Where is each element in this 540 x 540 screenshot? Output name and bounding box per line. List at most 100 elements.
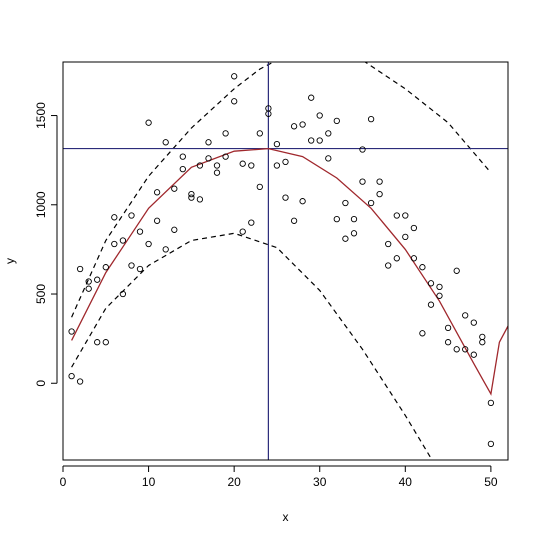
- data-point: [119, 237, 127, 244]
- data-point: [68, 372, 75, 380]
- data-point: [273, 140, 281, 148]
- data-point: [171, 226, 178, 233]
- data-point: [290, 123, 298, 130]
- data-point: [239, 160, 246, 167]
- data-point: [153, 189, 161, 196]
- data-point: [231, 98, 238, 105]
- data-point: [350, 230, 358, 237]
- data-point: [94, 339, 101, 346]
- data-point: [102, 264, 109, 271]
- fitted-curve: [71, 147, 508, 396]
- x-tick-label: 10: [142, 475, 156, 489]
- data-point: [308, 137, 315, 144]
- data-point: [462, 346, 469, 353]
- y-axis-label: y: [3, 258, 17, 264]
- data-point: [153, 217, 161, 224]
- data-point: [256, 183, 263, 191]
- data-point: [333, 215, 340, 223]
- data-point: [402, 212, 409, 219]
- data-point: [342, 199, 349, 207]
- data-point: [136, 265, 144, 273]
- data-point: [119, 290, 127, 298]
- data-point: [402, 233, 409, 241]
- data-point: [68, 328, 75, 335]
- data-point: [162, 246, 169, 253]
- data-point: [179, 165, 186, 173]
- data-point: [479, 339, 486, 346]
- data-point: [325, 155, 332, 162]
- y-tick-label: 0: [34, 380, 48, 387]
- data-point: [76, 265, 84, 273]
- data-point: [145, 240, 152, 248]
- data-point: [205, 155, 212, 162]
- data-point: [196, 162, 204, 169]
- data-point: [410, 255, 418, 262]
- y-tick-label: 1500: [34, 102, 48, 129]
- data-point: [308, 94, 315, 101]
- data-point: [128, 212, 135, 219]
- data-point: [162, 139, 169, 146]
- data-point: [248, 162, 255, 169]
- data-point: [385, 240, 392, 248]
- data-point: [171, 185, 178, 192]
- data-point: [376, 178, 383, 185]
- upper-bound-line: [71, 62, 492, 318]
- data-point: [231, 73, 238, 80]
- lower-bound-line: [71, 232, 432, 459]
- data-point: [299, 198, 306, 205]
- x-tick-label: 50: [484, 475, 498, 489]
- data-point: [239, 228, 246, 235]
- data-point: [350, 215, 358, 223]
- data-point: [136, 228, 144, 235]
- data-point: [453, 346, 460, 353]
- data-point: [256, 130, 263, 137]
- data-point: [85, 285, 92, 292]
- plot-frame: [62, 61, 509, 461]
- data-point: [385, 262, 392, 269]
- data-point: [470, 319, 477, 326]
- data-point: [290, 217, 298, 224]
- data-point: [444, 339, 452, 346]
- data-point: [342, 235, 349, 242]
- x-tick-label: 40: [399, 475, 413, 489]
- data-point: [196, 196, 204, 203]
- data-point: [367, 115, 375, 123]
- data-point: [487, 399, 495, 407]
- data-point: [436, 292, 443, 299]
- data-point: [479, 333, 486, 341]
- data-point: [299, 121, 306, 128]
- data-point: [282, 158, 289, 166]
- data-point: [333, 117, 340, 125]
- y-tick-label: 1000: [34, 191, 48, 218]
- data-point: [316, 112, 323, 119]
- data-point: [128, 262, 135, 269]
- data-point: [76, 378, 84, 385]
- x-tick-label: 20: [227, 475, 241, 489]
- data-point: [282, 194, 289, 201]
- data-point: [213, 162, 221, 169]
- data-point: [188, 194, 195, 201]
- data-point: [487, 440, 495, 448]
- data-point: [205, 139, 212, 146]
- data-point: [265, 110, 272, 117]
- data-point: [325, 130, 332, 137]
- data-point: [213, 169, 221, 176]
- x-tick-label: 30: [313, 475, 327, 489]
- data-point: [427, 301, 435, 308]
- data-point: [188, 190, 195, 198]
- data-point: [316, 137, 323, 144]
- data-point: [419, 264, 426, 271]
- data-point: [367, 199, 375, 207]
- data-point: [273, 162, 281, 169]
- data-point: [102, 339, 109, 346]
- data-point: [419, 330, 426, 337]
- data-point: [376, 190, 383, 198]
- data-point: [85, 278, 92, 285]
- data-point: [222, 130, 229, 137]
- data-point: [179, 153, 186, 160]
- data-point: [393, 212, 400, 219]
- data-point: [94, 276, 101, 283]
- x-axis-label: x: [283, 510, 289, 524]
- data-point: [453, 267, 460, 274]
